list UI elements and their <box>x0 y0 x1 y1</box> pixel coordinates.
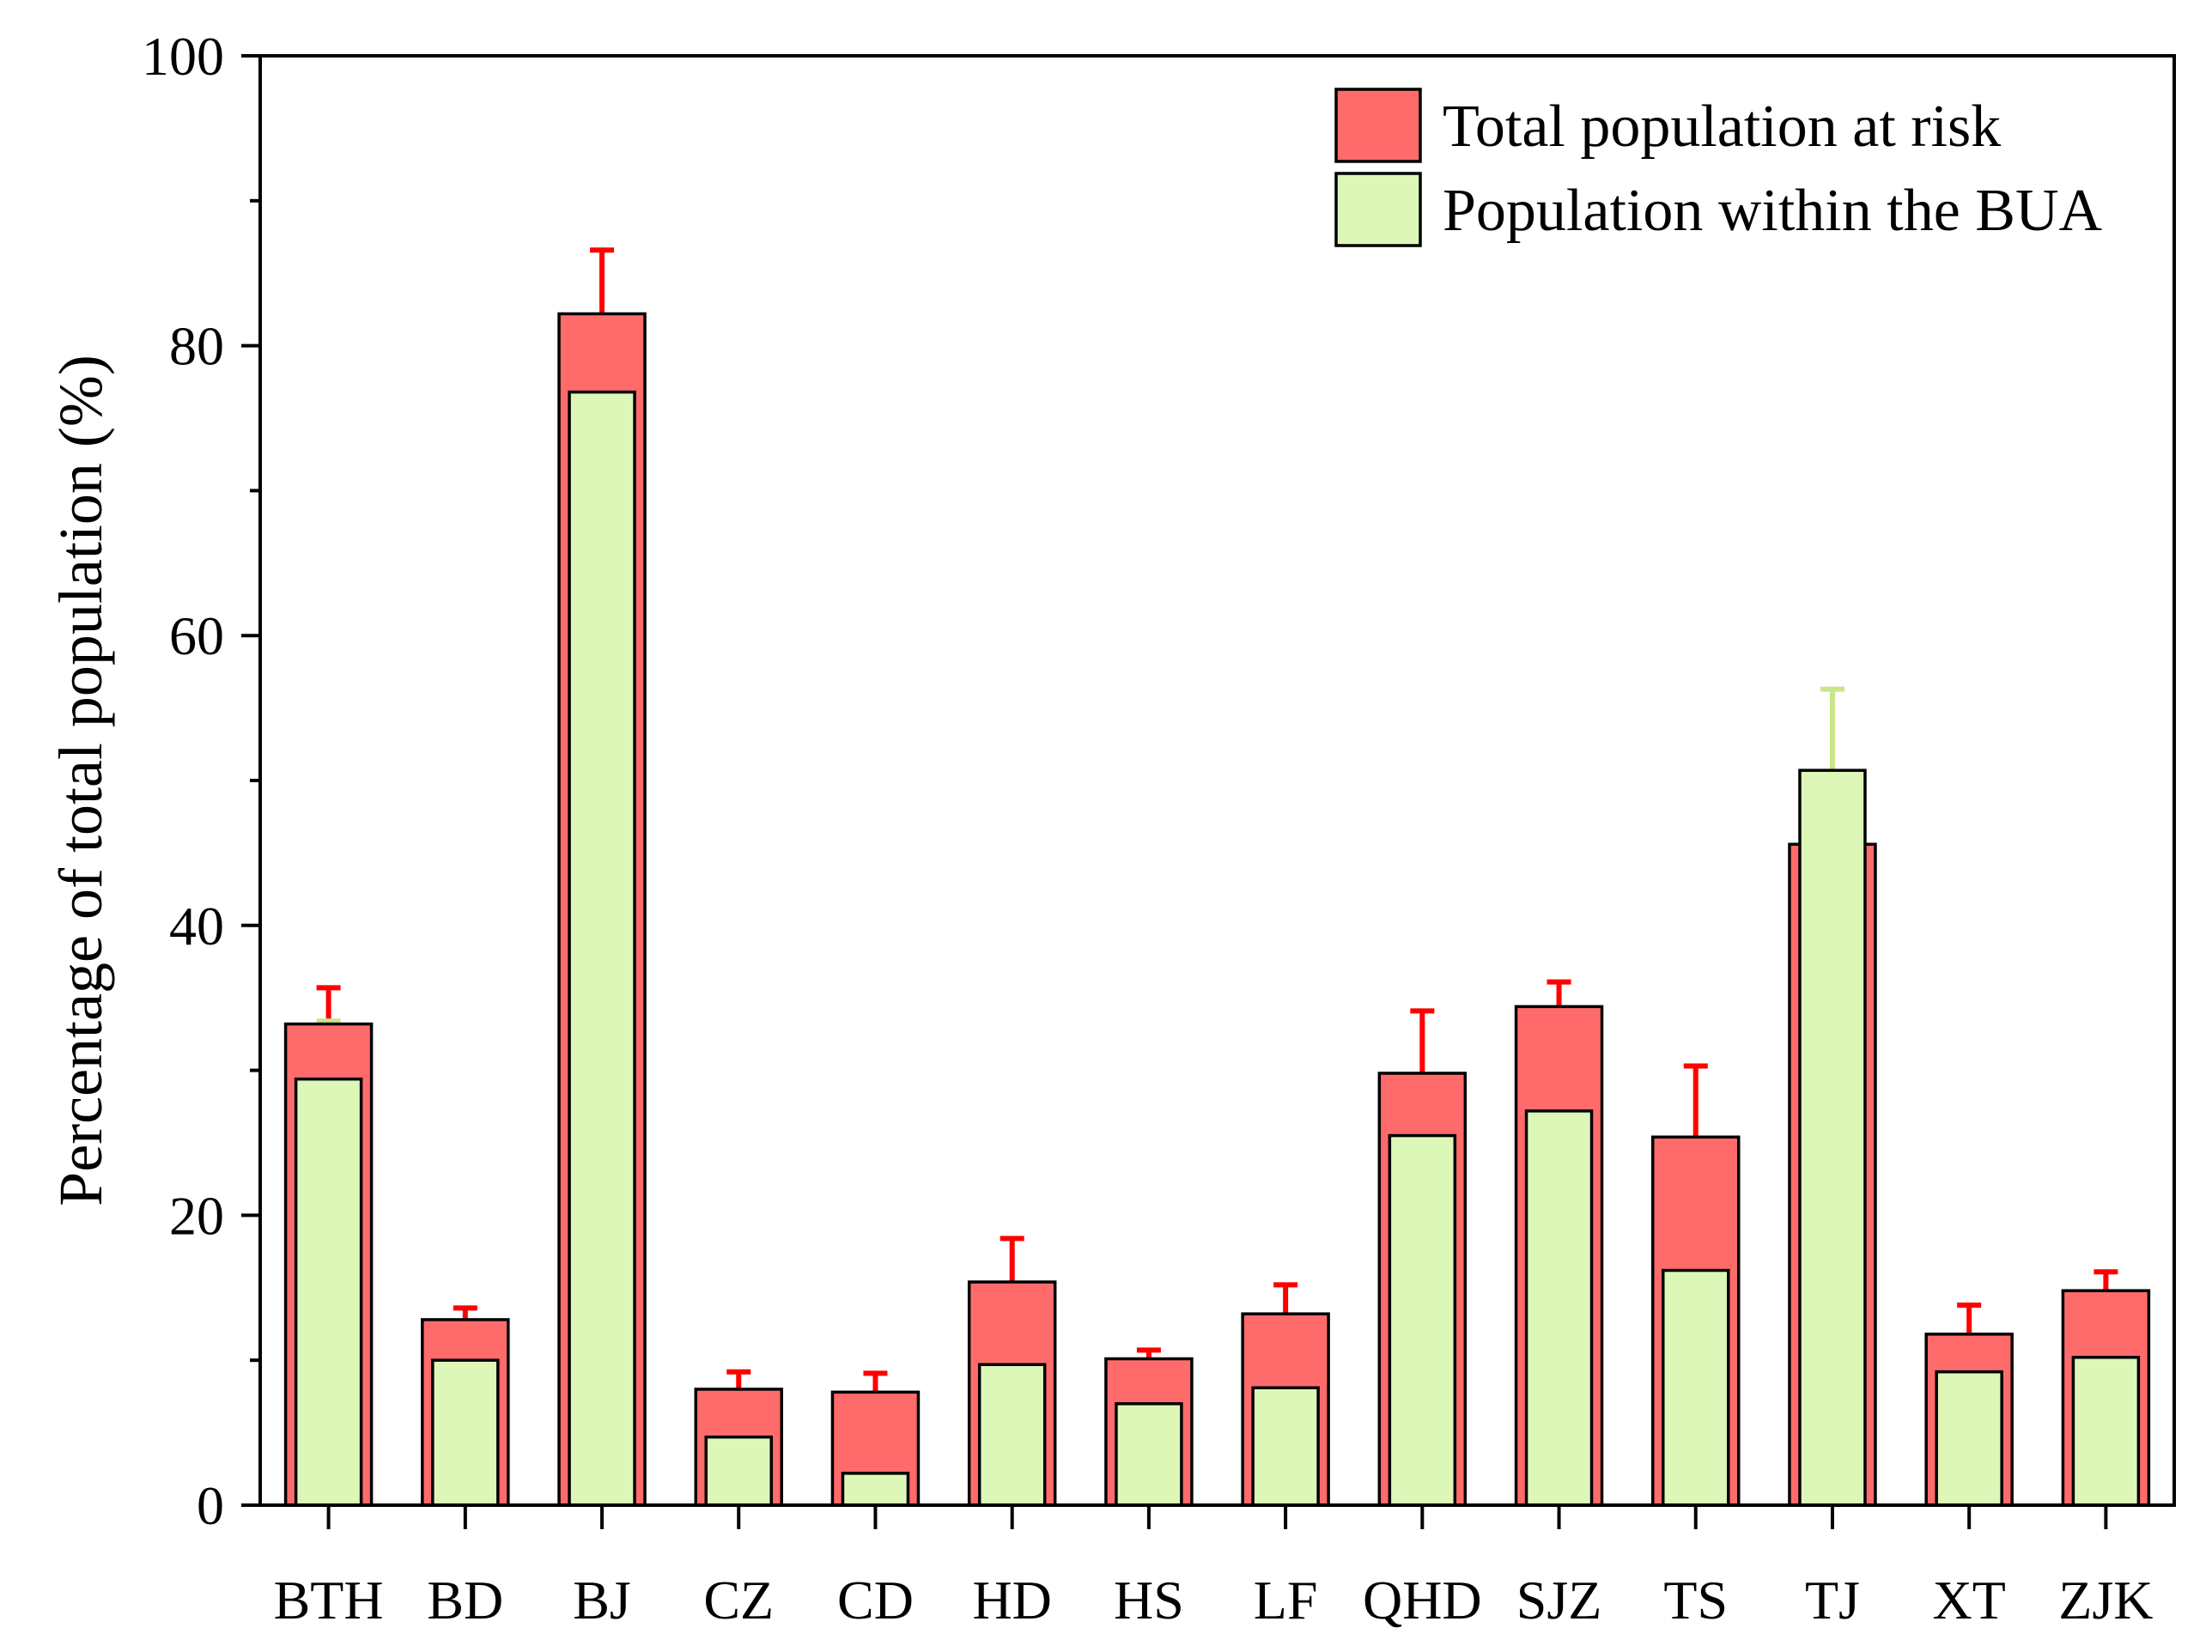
x-tick-label-zjk: ZJK <box>2058 1570 2153 1631</box>
bar-within-bua-hs <box>1115 1402 1183 1507</box>
x-tick-label-hd: HD <box>972 1570 1051 1631</box>
x-tick-label-lf: LF <box>1254 1570 1318 1631</box>
x-tick-label-bd: BD <box>427 1570 503 1631</box>
legend-label-within-bua: Population within the BUA <box>1443 178 2103 244</box>
plot-frame <box>258 54 2176 1507</box>
bar-within-bua-tj <box>1798 768 1867 1507</box>
x-tick-label-ts: TS <box>1663 1570 1728 1631</box>
bar-within-bua-xt <box>1935 1370 2003 1507</box>
legend-swatch-within-bua <box>1334 172 1422 247</box>
bar-within-bua-zjk <box>2071 1356 2141 1507</box>
y-tick-label: 60 <box>169 605 224 666</box>
y-tick-label: 20 <box>169 1185 224 1246</box>
bar-within-bua-cd <box>841 1472 910 1507</box>
x-tick-label-cz: CZ <box>703 1570 774 1631</box>
bars <box>283 312 2151 1507</box>
x-tick-label-sjz: SJZ <box>1516 1570 1602 1631</box>
y-tick-label: 100 <box>142 26 224 87</box>
bar-within-bua-qhd <box>1388 1133 1457 1507</box>
bar-within-bua-lf <box>1251 1386 1320 1507</box>
bar-within-bua-cz <box>704 1435 773 1507</box>
legend: Total population at risk Population withi… <box>1334 88 2103 247</box>
x-tick-label-xt: XT <box>1933 1570 2006 1631</box>
bar-within-bua-bth <box>294 1077 363 1507</box>
x-tick-label-tj: TJ <box>1805 1570 1860 1631</box>
y-tick-label: 80 <box>169 316 224 377</box>
bar-within-bua-sjz <box>1524 1109 1594 1507</box>
legend-swatch-total-at-risk <box>1334 88 1422 163</box>
x-tick-label-bj: BJ <box>573 1570 631 1631</box>
bar-within-bua-bj <box>568 390 636 1507</box>
x-tick-label-cd: CD <box>837 1570 914 1631</box>
x-tick-label-hs: HS <box>1114 1570 1184 1631</box>
legend-label-total-at-risk: Total population at risk <box>1443 94 2001 160</box>
x-tick-label-qhd: QHD <box>1363 1570 1482 1631</box>
bar-within-bua-ts <box>1662 1268 1730 1507</box>
bar-within-bua-hd <box>977 1363 1047 1507</box>
y-tick-label: 40 <box>169 896 224 957</box>
y-tick-label: 0 <box>197 1475 224 1536</box>
x-tick-label-bth: BTH <box>274 1570 384 1631</box>
axes: 0 20 40 60 80 100 BTH BD BJ CZ CD HD HS LF QHD SJZ TS TJ X… <box>142 26 2154 1631</box>
y-axis-label: Percentage of total population (%) <box>46 355 115 1206</box>
bar-within-bua-bd <box>431 1358 500 1507</box>
